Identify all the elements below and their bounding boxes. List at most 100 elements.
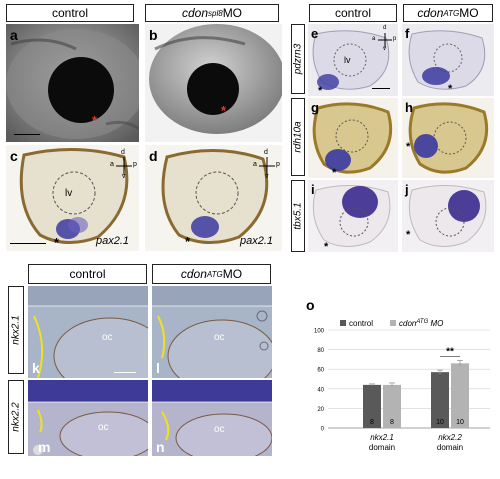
header-control-left-text: control xyxy=(51,6,89,20)
panel-k-letter: k xyxy=(32,360,40,376)
significance-label: ** xyxy=(446,346,454,357)
compass-e: d v a p xyxy=(372,25,397,52)
panel-j-image xyxy=(402,180,494,252)
compass-e-d: d xyxy=(383,25,387,31)
n-label-0-1: 10 xyxy=(436,419,444,426)
header-mo-left: cdon spl8 MO xyxy=(145,4,279,22)
panel-k: oc k xyxy=(28,286,148,378)
panel-b: b * xyxy=(145,24,282,142)
panel-c-image xyxy=(6,145,139,251)
panel-a-red-asterisk: * xyxy=(92,113,98,128)
panel-n: oc n xyxy=(152,380,272,456)
header-mo-bottom-base: cdon xyxy=(180,267,207,281)
header-control-bottom-text: control xyxy=(69,267,106,281)
bar-control-1 xyxy=(431,372,449,428)
panel-n-image xyxy=(152,380,272,456)
panel-i-asterisk: * xyxy=(324,241,329,253)
legend-label-mo: cdonATG MO xyxy=(399,319,443,328)
panel-h-asterisk: * xyxy=(406,141,411,153)
y-tick-label-80: 80 xyxy=(317,348,324,354)
header-mo-right-sup: ATG xyxy=(443,8,460,18)
panel-a-scalebar xyxy=(14,134,40,135)
y-tick-label-60: 60 xyxy=(317,368,324,374)
panel-i-letter: i xyxy=(311,182,315,197)
header-mo-right-suffix: MO xyxy=(459,6,479,20)
panel-k-scalebar xyxy=(114,372,136,373)
panel-d: d * pax2.1 d v a p xyxy=(145,145,282,251)
n-label-1-1: 10 xyxy=(456,419,464,426)
header-mo-right-base: cdon xyxy=(417,6,444,20)
row-label-nkx22: nkx2.2 xyxy=(8,380,24,454)
header-mo-bottom: cdon ATG MO xyxy=(152,264,271,284)
row-label-rdh10a-text: rdh10a xyxy=(292,121,304,153)
row-label-nkx22-text: nkx2.2 xyxy=(10,402,22,432)
panel-l-oc: oc xyxy=(214,332,225,343)
panel-j-asterisk: * xyxy=(406,229,411,241)
panel-h-letter: h xyxy=(405,100,413,115)
panel-n-letter: n xyxy=(156,439,165,455)
compass-d-p: p xyxy=(276,161,280,168)
panel-b-letter: b xyxy=(149,27,158,43)
panel-i-image xyxy=(308,180,398,252)
compass-c: d v a p xyxy=(110,149,137,180)
x-tick-label-0-b: domain xyxy=(369,443,395,452)
panel-b-red-asterisk: * xyxy=(221,103,227,118)
panel-d-asterisk: * xyxy=(185,234,191,249)
panel-f-asterisk: * xyxy=(448,83,453,95)
compass-c-arrows xyxy=(116,157,132,175)
row-label-nkx21: nkx2.1 xyxy=(8,286,24,374)
panel-l: oc l xyxy=(152,286,272,378)
y-tick-label-20: 20 xyxy=(317,407,324,413)
panel-c-gene: pax2.1 xyxy=(96,235,130,247)
compass-c-d: d xyxy=(121,149,125,156)
panel-h: h * xyxy=(402,98,494,178)
panel-e-asterisk: * xyxy=(318,85,323,97)
panel-a-letter: a xyxy=(10,27,18,43)
header-mo-bottom-sup: ATG xyxy=(206,269,223,279)
row-label-tbx51: tbx5.1 xyxy=(291,180,305,252)
bar-mo-0 xyxy=(383,384,401,428)
panel-e-letter: e xyxy=(311,26,319,41)
row-label-rdh10a: rdh10a xyxy=(291,98,305,176)
header-mo-left-base: cdon xyxy=(181,6,208,20)
panel-g-image xyxy=(308,98,398,178)
y-tick-label-0: 0 xyxy=(321,427,325,433)
header-control-right: control xyxy=(309,4,397,22)
row-label-nkx21-text: nkx2.1 xyxy=(10,315,22,345)
compass-e-p: p xyxy=(393,36,397,42)
x-tick-label-1-b: domain xyxy=(437,443,463,452)
panel-k-image xyxy=(28,286,148,378)
panel-c-lv: lv xyxy=(65,188,73,199)
panel-f: f * xyxy=(402,24,494,96)
panel-d-letter: d xyxy=(149,148,158,164)
compass-e-arrows xyxy=(378,33,392,48)
panel-e-image xyxy=(308,24,398,96)
panel-a-image xyxy=(6,24,139,142)
panel-o-letter: o xyxy=(306,297,315,313)
panel-l-image xyxy=(152,286,272,378)
panel-m-image xyxy=(28,380,148,456)
header-mo-bottom-suffix: MO xyxy=(222,267,243,281)
compass-d-v: v xyxy=(265,173,269,180)
n-label-0-0: 8 xyxy=(370,419,374,426)
row-label-pdzrn3-text: pdzrn3 xyxy=(292,43,304,75)
panel-l-letter: l xyxy=(156,360,160,376)
panel-n-oc: oc xyxy=(214,424,225,435)
panel-g: g * xyxy=(308,98,398,178)
panel-m: oc m xyxy=(28,380,148,456)
panel-e-scalebar xyxy=(372,88,390,89)
compass-c-a: a xyxy=(110,161,114,168)
panel-m-oc: oc xyxy=(98,422,109,433)
panel-k-oc: oc xyxy=(102,332,113,343)
panel-c-scalebar xyxy=(10,243,46,244)
row-label-tbx51-text: tbx5.1 xyxy=(292,202,304,230)
bar-mo-1 xyxy=(451,363,469,428)
panel-j-letter: j xyxy=(405,182,409,197)
n-label-1-0: 8 xyxy=(390,419,394,426)
bar-control-0 xyxy=(363,384,381,428)
panel-i: i * xyxy=(308,180,398,252)
x-tick-label-0-a: nkx2.1 xyxy=(370,433,394,442)
legend-swatch-control xyxy=(340,320,346,326)
panel-g-letter: g xyxy=(311,100,319,115)
